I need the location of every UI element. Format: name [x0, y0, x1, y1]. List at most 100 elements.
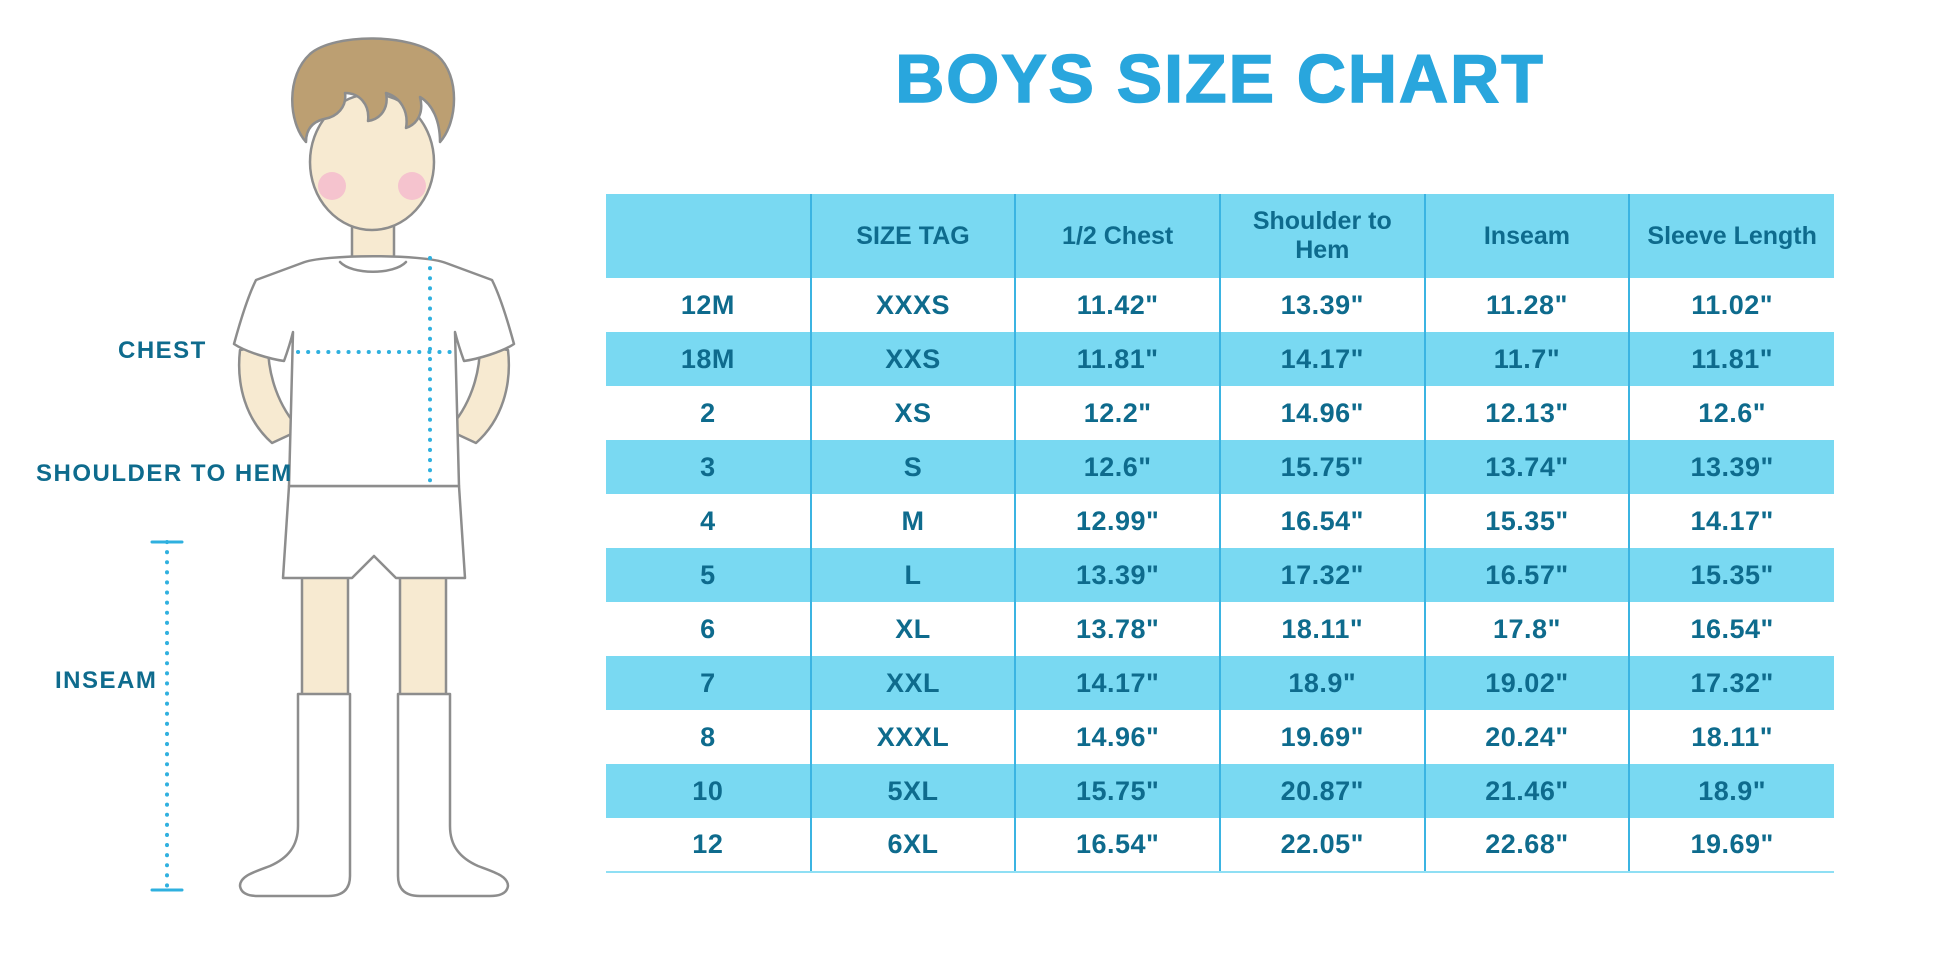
value-cell: 22.05"	[1218, 818, 1425, 873]
boy-arms	[237, 343, 511, 445]
value-cell: 6XL	[809, 818, 1016, 873]
value-cell: 13.74"	[1423, 440, 1630, 494]
value-cell: M	[809, 494, 1016, 548]
value-cell: 13.39"	[1014, 548, 1220, 602]
size-cell: 6	[700, 613, 716, 644]
size-row-3: 3 S 12.6" 15.75" 13.74" 13.39"	[606, 440, 1834, 494]
size-row-12m: 12M XXXS 11.42" 13.39" 11.28" 11.02"	[606, 278, 1834, 332]
boy-shirt	[232, 255, 516, 488]
size-table-head: SIZE TAG 1/2 Chest Shoulder to Hem Inseam Sl…	[606, 194, 1834, 278]
value-cell: L	[809, 548, 1016, 602]
value-cell: XXXL	[809, 710, 1016, 764]
value-cell: 15.75"	[1014, 764, 1220, 818]
value-cell: XL	[809, 602, 1016, 656]
value-cell: XS	[809, 386, 1016, 440]
value-cell: 17.8"	[1423, 602, 1630, 656]
size-cell: 8	[700, 721, 716, 752]
value-cell: 20.24"	[1423, 710, 1630, 764]
size-table-head-row: SIZE TAG 1/2 Chest Shoulder to Hem Inseam Sl…	[606, 194, 1834, 278]
value-cell: 11.81"	[1014, 332, 1220, 386]
size-cell: 12	[606, 818, 811, 873]
size-table-body: 12M XXXS 11.42" 13.39" 11.28" 11.02" 18M XXS 11.…	[606, 278, 1834, 873]
value-cell: 11.7"	[1423, 332, 1630, 386]
size-cell: 4	[700, 505, 716, 536]
boy-cheek-right	[398, 172, 426, 200]
size-row-10: 10 5XL 15.75" 20.87" 21.46" 18.9"	[606, 764, 1834, 818]
column-header-1-2-chest: 1/2 Chest	[1014, 194, 1220, 278]
value-cell: 14.17"	[1218, 332, 1425, 386]
boy-socks	[238, 692, 510, 898]
column-header-inseam: Inseam	[1423, 194, 1630, 278]
value-cell: 17.32"	[1218, 548, 1425, 602]
value-cell: 18.9"	[1218, 656, 1425, 710]
value-cell: 19.69"	[1218, 710, 1425, 764]
value-cell: 13.39"	[1218, 278, 1425, 332]
value-cell: 22.68"	[1423, 818, 1630, 873]
value-cell: 15.75"	[1218, 440, 1425, 494]
value-cell: 16.54"	[1628, 602, 1834, 656]
value-cell: 14.96"	[1218, 386, 1425, 440]
size-row-5: 5 L 13.39" 17.32" 16.57" 15.35"	[606, 548, 1834, 602]
value-cell: 18.9"	[1628, 764, 1834, 818]
value-cell: 14.17"	[1628, 494, 1834, 548]
chest-label: CHEST	[118, 337, 207, 364]
value-cell: 13.78"	[1014, 602, 1220, 656]
size-cell: 10	[692, 775, 724, 806]
size-row-4: 4 M 12.99" 16.54" 15.35" 14.17"	[606, 494, 1834, 548]
value-cell: 21.46"	[1423, 764, 1630, 818]
column-header-size	[606, 194, 811, 278]
measurement-figure: CHEST SHOULDER TO HEM INSEAM	[0, 0, 600, 973]
shoulder-to-hem-label: SHOULDER TO HEM	[36, 460, 293, 487]
boy-cheek-left	[318, 172, 346, 200]
value-cell: 12.6"	[1628, 386, 1834, 440]
size-cell: 7	[700, 667, 716, 698]
value-cell: 14.17"	[1014, 656, 1220, 710]
value-cell: 20.87"	[1218, 764, 1425, 818]
value-cell: S	[809, 440, 1016, 494]
boy-shirt-collar	[338, 260, 408, 273]
size-row-8: 8 XXXL 14.96" 19.69" 20.24" 18.11"	[606, 710, 1834, 764]
value-cell: 11.81"	[1628, 332, 1834, 386]
boy-shorts	[281, 484, 467, 580]
size-row-7: 7 XXL 14.17" 18.9" 19.02" 17.32"	[606, 656, 1834, 710]
value-cell: 12.99"	[1014, 494, 1220, 548]
value-cell: 15.35"	[1628, 548, 1834, 602]
size-cell: 2	[700, 397, 716, 428]
value-cell: 11.02"	[1628, 278, 1834, 332]
value-cell: XXXS	[809, 278, 1016, 332]
value-cell: 11.42"	[1014, 278, 1220, 332]
size-row-2: 2 XS 12.2" 14.96" 12.13" 12.6"	[606, 386, 1834, 440]
size-cell: 5	[700, 559, 716, 590]
value-cell: 17.32"	[1628, 656, 1834, 710]
value-cell: 12.2"	[1014, 386, 1220, 440]
value-cell: 16.54"	[1014, 818, 1220, 873]
value-cell: 12.6"	[1014, 440, 1220, 494]
value-cell: 18.11"	[1218, 602, 1425, 656]
value-cell: 19.02"	[1423, 656, 1630, 710]
inseam-label: INSEAM	[55, 667, 158, 694]
size-cell: 12M	[680, 289, 735, 320]
value-cell: 16.57"	[1423, 548, 1630, 602]
column-header-shoulder-to-hem: Shoulder to Hem	[1218, 194, 1425, 278]
column-header-sleeve-length: Sleeve Length	[1628, 194, 1834, 278]
boy-hair	[291, 37, 456, 144]
value-cell: 18.11"	[1628, 710, 1834, 764]
boy-legs	[300, 574, 448, 704]
size-table: SIZE TAG 1/2 Chest Shoulder to Hem Inseam Sl…	[606, 194, 1834, 873]
size-row-12: 12 6XL 16.54" 22.05" 22.68" 19.69"	[606, 818, 1834, 873]
value-cell: XXL	[809, 656, 1016, 710]
size-cell: 18M	[680, 343, 735, 374]
value-cell: 5XL	[809, 764, 1016, 818]
page-title: BOYS SIZE CHART	[894, 40, 1545, 118]
size-row-6: 6 XL 13.78" 18.11" 17.8" 16.54"	[606, 602, 1834, 656]
value-cell: 14.96"	[1014, 710, 1220, 764]
value-cell: 13.39"	[1628, 440, 1834, 494]
value-cell: 16.54"	[1218, 494, 1425, 548]
value-cell: 15.35"	[1423, 494, 1630, 548]
value-cell: 11.28"	[1423, 278, 1630, 332]
size-row-18m: 18M XXS 11.81" 14.17" 11.7" 11.81"	[606, 332, 1834, 386]
value-cell: 12.13"	[1423, 386, 1630, 440]
value-cell: 19.69"	[1628, 818, 1834, 873]
column-header-size-tag: SIZE TAG	[809, 194, 1016, 278]
